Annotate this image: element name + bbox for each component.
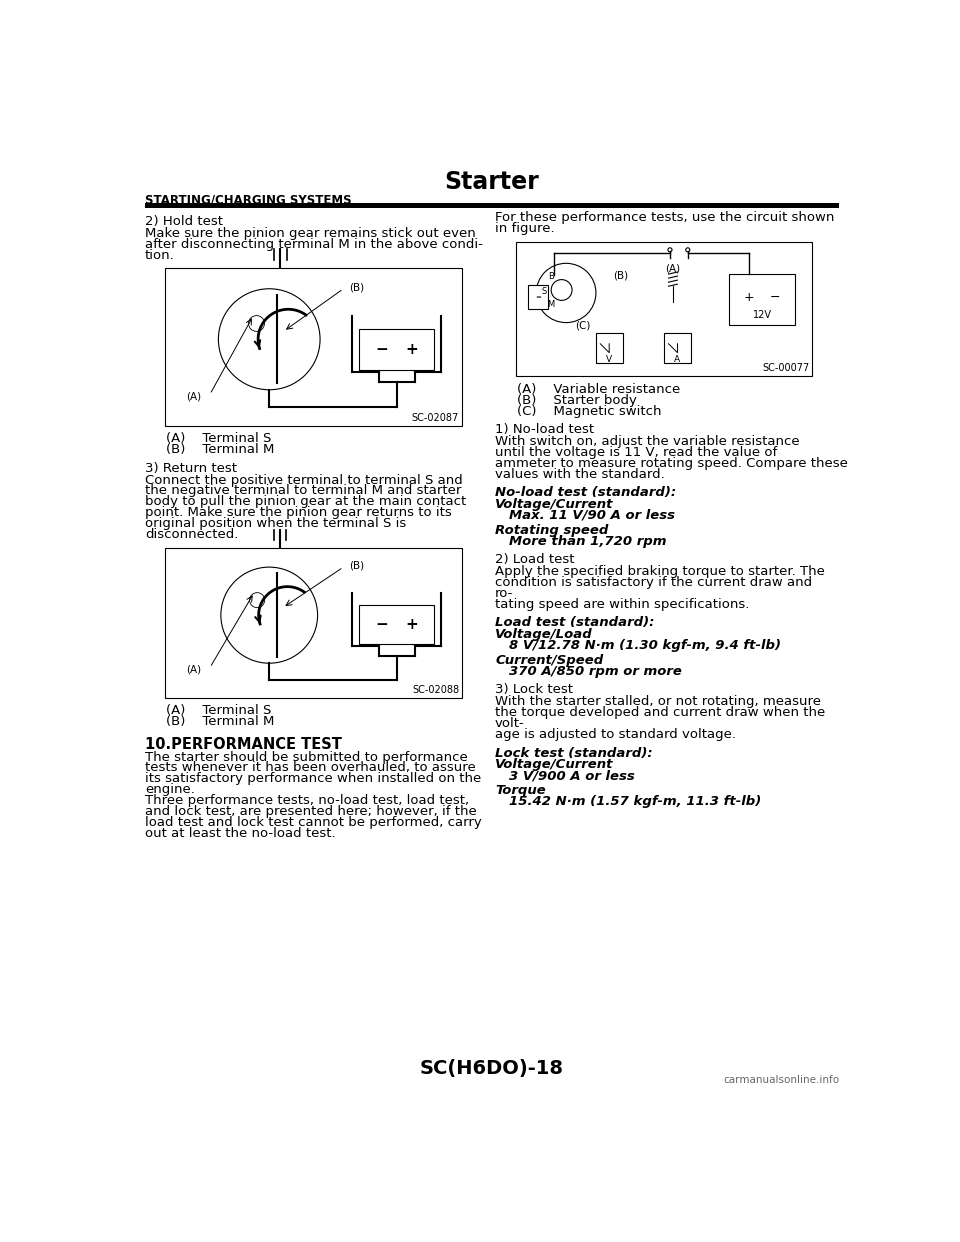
Text: No-load test (standard):: No-load test (standard): (495, 487, 676, 499)
Text: (B): (B) (613, 271, 629, 281)
Text: tests whenever it has been overhauled, to assure: tests whenever it has been overhauled, t… (145, 761, 475, 775)
Text: (A): (A) (186, 664, 202, 674)
Text: Rotating speed: Rotating speed (495, 524, 609, 537)
Text: (A): (A) (186, 391, 202, 401)
Text: 370 A/850 rpm or more: 370 A/850 rpm or more (509, 664, 682, 678)
Text: load test and lock test cannot be performed, carry: load test and lock test cannot be perfor… (145, 816, 482, 830)
Text: V: V (606, 355, 612, 364)
Text: With switch on, adjust the variable resistance: With switch on, adjust the variable resi… (495, 435, 800, 448)
Text: (B)    Terminal M: (B) Terminal M (166, 715, 275, 728)
Text: −: − (770, 291, 780, 303)
Text: 2) Load test: 2) Load test (495, 553, 575, 566)
Text: SC-02088: SC-02088 (412, 684, 459, 694)
Bar (664, 333, 691, 363)
Text: (A)    Variable resistance: (A) Variable resistance (516, 383, 680, 396)
Text: the torque developed and current draw when the: the torque developed and current draw wh… (495, 705, 826, 719)
Text: +: + (405, 617, 419, 632)
Text: Voltage/Current: Voltage/Current (495, 759, 613, 771)
Text: STARTING/CHARGING SYSTEMS: STARTING/CHARGING SYSTEMS (145, 194, 351, 206)
Text: body to pull the pinion gear at the main contact: body to pull the pinion gear at the main… (145, 496, 466, 508)
Text: −: − (375, 342, 388, 356)
Text: Lock test (standard):: Lock test (standard): (495, 746, 653, 760)
Text: 8 V/12.78 N·m (1.30 kgf-m, 9.4 ft-lb): 8 V/12.78 N·m (1.30 kgf-m, 9.4 ft-lb) (509, 640, 781, 652)
Text: Voltage/Load: Voltage/Load (495, 628, 593, 641)
Text: More than 1,720 rpm: More than 1,720 rpm (509, 534, 666, 548)
Text: Apply the specified braking torque to starter. The: Apply the specified braking torque to st… (495, 565, 825, 578)
Text: 3) Lock test: 3) Lock test (495, 683, 573, 697)
Text: =: = (535, 294, 540, 301)
Text: Current/Speed: Current/Speed (495, 653, 603, 667)
Text: (B): (B) (349, 282, 365, 292)
Text: 1) No-load test: 1) No-load test (495, 424, 594, 436)
Text: 2) Hold test: 2) Hold test (145, 215, 223, 229)
Text: out at least the no-load test.: out at least the no-load test. (145, 827, 335, 840)
Text: (C): (C) (575, 320, 590, 330)
Text: condition is satisfactory if the current draw and: condition is satisfactory if the current… (495, 576, 812, 589)
Text: 12V: 12V (753, 310, 772, 320)
Text: ammeter to measure rotating speed. Compare these: ammeter to measure rotating speed. Compa… (495, 457, 848, 469)
Text: A: A (675, 355, 681, 364)
Text: ro-: ro- (495, 587, 514, 600)
Bar (730, 274, 795, 325)
Text: With the starter stalled, or not rotating, measure: With the starter stalled, or not rotatin… (495, 696, 821, 708)
Text: +: + (744, 291, 755, 303)
Text: (A)    Terminal S: (A) Terminal S (166, 432, 272, 445)
Text: (A): (A) (665, 263, 681, 273)
Text: (A)    Terminal S: (A) Terminal S (166, 704, 272, 717)
Text: SC-00077: SC-00077 (762, 364, 809, 374)
Bar (145, 202, 839, 207)
Text: and lock test, are presented here; however, if the: and lock test, are presented here; howev… (145, 805, 476, 818)
Text: its satisfactory performance when installed on the: its satisfactory performance when instal… (145, 773, 481, 785)
Text: (C)    Magnetic switch: (C) Magnetic switch (516, 405, 661, 417)
Text: original position when the terminal S is: original position when the terminal S is (145, 517, 406, 530)
Text: SC(H6DO)-18: SC(H6DO)-18 (420, 1059, 564, 1078)
Text: until the voltage is 11 V, read the value of: until the voltage is 11 V, read the valu… (495, 446, 778, 458)
Text: 10.PERFORMANCE TEST: 10.PERFORMANCE TEST (145, 737, 342, 751)
Text: Load test (standard):: Load test (standard): (495, 616, 655, 630)
Text: 3 V/900 A or less: 3 V/900 A or less (509, 769, 635, 782)
Text: M: M (547, 301, 555, 309)
Text: (B)    Starter body: (B) Starter body (516, 394, 636, 406)
Bar (516, 242, 812, 376)
Text: tating speed are within specifications.: tating speed are within specifications. (495, 597, 750, 611)
Text: the negative terminal to terminal M and starter: the negative terminal to terminal M and … (145, 484, 461, 498)
Text: Three performance tests, no-load test, load test,: Three performance tests, no-load test, l… (145, 795, 468, 807)
Text: (B)    Terminal M: (B) Terminal M (166, 443, 275, 456)
Text: carmanualsonline.info: carmanualsonline.info (723, 1074, 839, 1084)
Text: +: + (405, 342, 419, 356)
Text: Starter: Starter (444, 170, 540, 194)
Text: Max. 11 V/90 A or less: Max. 11 V/90 A or less (509, 509, 675, 522)
Text: (B): (B) (349, 560, 365, 570)
Text: Connect the positive terminal to terminal S and: Connect the positive terminal to termina… (145, 473, 463, 487)
Bar (596, 333, 623, 363)
Text: in figure.: in figure. (495, 222, 555, 235)
Text: engine.: engine. (145, 784, 195, 796)
Text: For these performance tests, use the circuit shown: For these performance tests, use the cir… (495, 211, 834, 225)
Text: tion.: tion. (145, 248, 175, 262)
Text: values with the standard.: values with the standard. (495, 468, 665, 481)
Text: volt-: volt- (495, 717, 525, 730)
Text: −: − (375, 617, 388, 632)
Bar (359, 605, 434, 645)
Text: B: B (548, 272, 554, 281)
Text: age is adjusted to standard voltage.: age is adjusted to standard voltage. (495, 728, 736, 741)
Text: SC-02087: SC-02087 (412, 414, 459, 424)
Bar (527, 284, 548, 309)
Text: after disconnecting terminal M in the above condi-: after disconnecting terminal M in the ab… (145, 238, 483, 251)
Text: S: S (542, 287, 547, 296)
Text: Voltage/Current: Voltage/Current (495, 498, 613, 510)
Text: 3) Return test: 3) Return test (145, 462, 237, 474)
Text: 15.42 N·m (1.57 kgf-m, 11.3 ft-lb): 15.42 N·m (1.57 kgf-m, 11.3 ft-lb) (509, 795, 761, 807)
Text: Make sure the pinion gear remains stick out even: Make sure the pinion gear remains stick … (145, 227, 475, 240)
Text: disconnected.: disconnected. (145, 528, 238, 542)
Bar (165, 548, 462, 698)
Text: The starter should be submitted to performance: The starter should be submitted to perfo… (145, 750, 468, 764)
Bar (165, 268, 462, 426)
Text: Torque: Torque (495, 784, 546, 797)
Bar (359, 329, 434, 370)
Text: point. Make sure the pinion gear returns to its: point. Make sure the pinion gear returns… (145, 507, 451, 519)
